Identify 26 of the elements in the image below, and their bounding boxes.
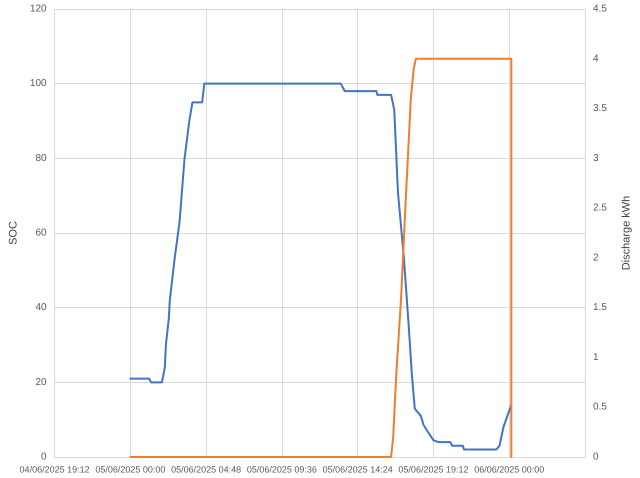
y-tick-label: 80: [35, 152, 48, 164]
y-tick-label: 40: [35, 302, 48, 314]
x-tick-label: 05/06/2025 09:36: [246, 464, 317, 474]
x-tick-label: 05/06/2025 00:00: [95, 464, 166, 474]
y2-tick-label: 3: [593, 152, 599, 164]
y-tick-label: 0: [41, 452, 48, 462]
y2-tick-label: 1.5: [593, 302, 608, 314]
y2-axis-title: Discharge kWh: [620, 196, 632, 270]
y2-tick-label: 4: [593, 53, 599, 64]
x-tick-label: 06/06/2025 00:00: [474, 464, 544, 474]
y2-tick-label: 0: [593, 452, 599, 462]
y2-tick-label: 2: [593, 252, 599, 264]
x-tick-label: 05/06/2025 04:48: [171, 464, 242, 474]
y-tick-label: 20: [35, 376, 48, 388]
x-tick-label: 04/06/2025 19:12: [20, 464, 90, 474]
y2-tick-label: 3.5: [593, 103, 608, 114]
y2-tick-label: 0.5: [593, 402, 608, 413]
x-tick-label: 05/06/2025 14:24: [322, 464, 393, 474]
y-tick-label: 120: [30, 4, 48, 14]
y2-tick-label: 4.5: [593, 4, 608, 14]
y2-tick-label: 1: [593, 352, 599, 363]
y-axis-title: SOC: [8, 221, 20, 245]
y-tick-label: 100: [30, 78, 48, 90]
y-tick-label: 60: [35, 228, 48, 238]
x-tick-label: 05/06/2025 19:12: [398, 464, 468, 474]
y2-tick-label: 2.5: [593, 202, 608, 214]
